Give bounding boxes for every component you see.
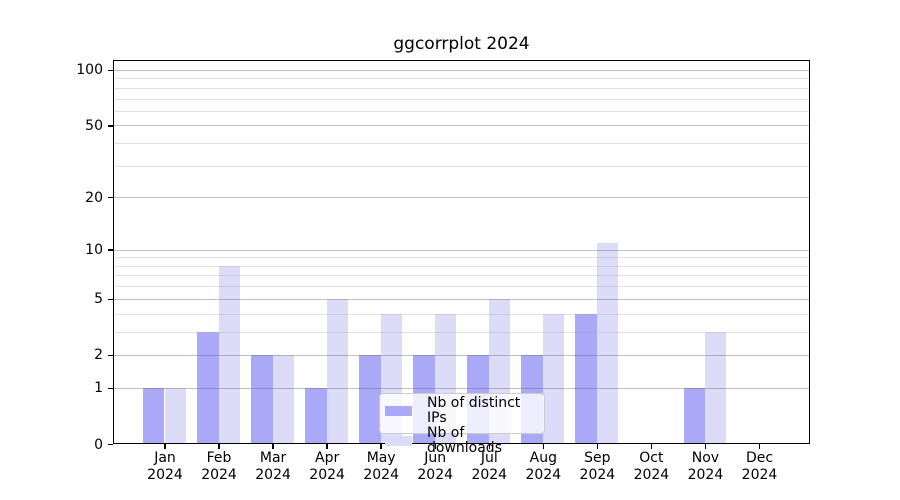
x-tick-mark-icon (380, 444, 382, 449)
plot-area (113, 60, 810, 444)
y-tick-label-50: 50 (85, 117, 103, 134)
y-tick-mark-icon (108, 387, 113, 389)
x-tick-label-apr: Apr 2024 (309, 450, 345, 483)
gridline-4 (114, 313, 809, 315)
gridline-40 (114, 143, 809, 144)
gridline-60 (114, 110, 809, 112)
x-tick-mark-icon (272, 444, 274, 449)
y-tick-label-20: 20 (85, 189, 103, 206)
bar-apr-distinct-ips (305, 387, 327, 443)
y-tick-mark-icon (108, 125, 113, 127)
gridline-30 (114, 165, 809, 167)
gridline-100 (114, 69, 809, 71)
x-tick-label-feb: Feb 2024 (201, 450, 237, 483)
bar-jan-distinct-ips (143, 387, 165, 443)
gridline-2 (114, 354, 809, 356)
bar-mar-downloads (272, 354, 294, 443)
y-tick-label-0: 0 (94, 436, 103, 453)
legend-label-downloads: Nb of downloads (427, 425, 502, 456)
y-tick-label-5: 5 (94, 291, 103, 308)
y-tick-label-1: 1 (94, 380, 103, 397)
bar-jan-downloads (164, 387, 186, 443)
x-tick-mark-icon (488, 444, 490, 449)
x-tick-label-mar: Mar 2024 (255, 450, 291, 483)
gridline-80 (114, 87, 809, 89)
x-tick-label-aug: Aug 2024 (525, 450, 562, 483)
gridline-1 (114, 387, 809, 389)
bar-nov-downloads (704, 331, 727, 443)
gridline-6 (114, 286, 809, 288)
x-tick-label-may: May 2024 (363, 450, 399, 483)
gridline-50 (114, 125, 809, 127)
gridline-3 (114, 331, 809, 333)
y-tick-mark-icon (108, 197, 113, 199)
y-tick-label-2: 2 (94, 347, 103, 364)
x-tick-label-jul: Jul 2024 (471, 450, 508, 483)
legend-swatch-downloads-icon (385, 436, 412, 446)
y-tick-label-10: 10 (85, 242, 103, 259)
x-tick-mark-icon (164, 444, 166, 449)
y-tick-label-100: 100 (76, 62, 103, 79)
x-tick-mark-icon (704, 444, 707, 449)
bar-may-distinct-ips (359, 354, 381, 443)
y-tick-mark-icon (108, 354, 113, 357)
legend-label-distinct-ips: Nb of distinct IPs (427, 395, 521, 426)
x-tick-mark-icon (434, 444, 436, 449)
x-tick-mark-icon (596, 444, 599, 449)
gridline-20 (114, 197, 809, 199)
gridline-5 (114, 298, 809, 300)
x-tick-mark-icon (218, 444, 220, 449)
bar-sep-distinct-ips (575, 313, 597, 443)
x-tick-label-oct: Oct 2024 (633, 450, 670, 483)
bar-mar-distinct-ips (251, 354, 273, 443)
gridline-9 (114, 257, 809, 259)
x-tick-label-jun: Jun 2024 (417, 450, 454, 483)
gridline-70 (114, 98, 809, 100)
legend: Nb of distinct IPs Nb of downloads (379, 393, 545, 456)
bar-nov-distinct-ips (683, 387, 705, 443)
legend-item-distinct-ips: Nb of distinct IPs (385, 396, 538, 426)
x-tick-mark-icon (650, 444, 653, 449)
x-tick-mark-icon (542, 444, 544, 449)
legend-swatch-distinct-ips-icon (385, 406, 412, 416)
y-tick-mark-icon (108, 443, 113, 446)
bar-sep-downloads (596, 242, 619, 443)
x-tick-label-sep: Sep 2024 (579, 450, 616, 483)
gridline-10 (114, 249, 809, 251)
bar-apr-downloads (326, 298, 349, 443)
y-tick-mark-icon (108, 69, 113, 72)
bar-feb-downloads (218, 265, 240, 443)
x-tick-label-nov: Nov 2024 (687, 450, 724, 483)
y-tick-mark-icon (108, 298, 113, 300)
x-tick-mark-icon (758, 444, 761, 449)
legend-item-downloads: Nb of downloads (385, 426, 538, 456)
chart-title: ggcorrplot 2024 (393, 34, 530, 54)
bar-aug-downloads (542, 313, 565, 443)
plot-inner (114, 61, 809, 443)
y-tick-mark-icon (108, 249, 113, 251)
gridline-90 (114, 78, 809, 80)
x-tick-label-jan: Jan 2024 (147, 450, 183, 483)
x-tick-mark-icon (326, 444, 328, 449)
gridline-8 (114, 265, 809, 267)
gridline-7 (114, 275, 809, 277)
bar-feb-distinct-ips (197, 331, 219, 443)
x-tick-label-dec: Dec 2024 (741, 450, 778, 483)
